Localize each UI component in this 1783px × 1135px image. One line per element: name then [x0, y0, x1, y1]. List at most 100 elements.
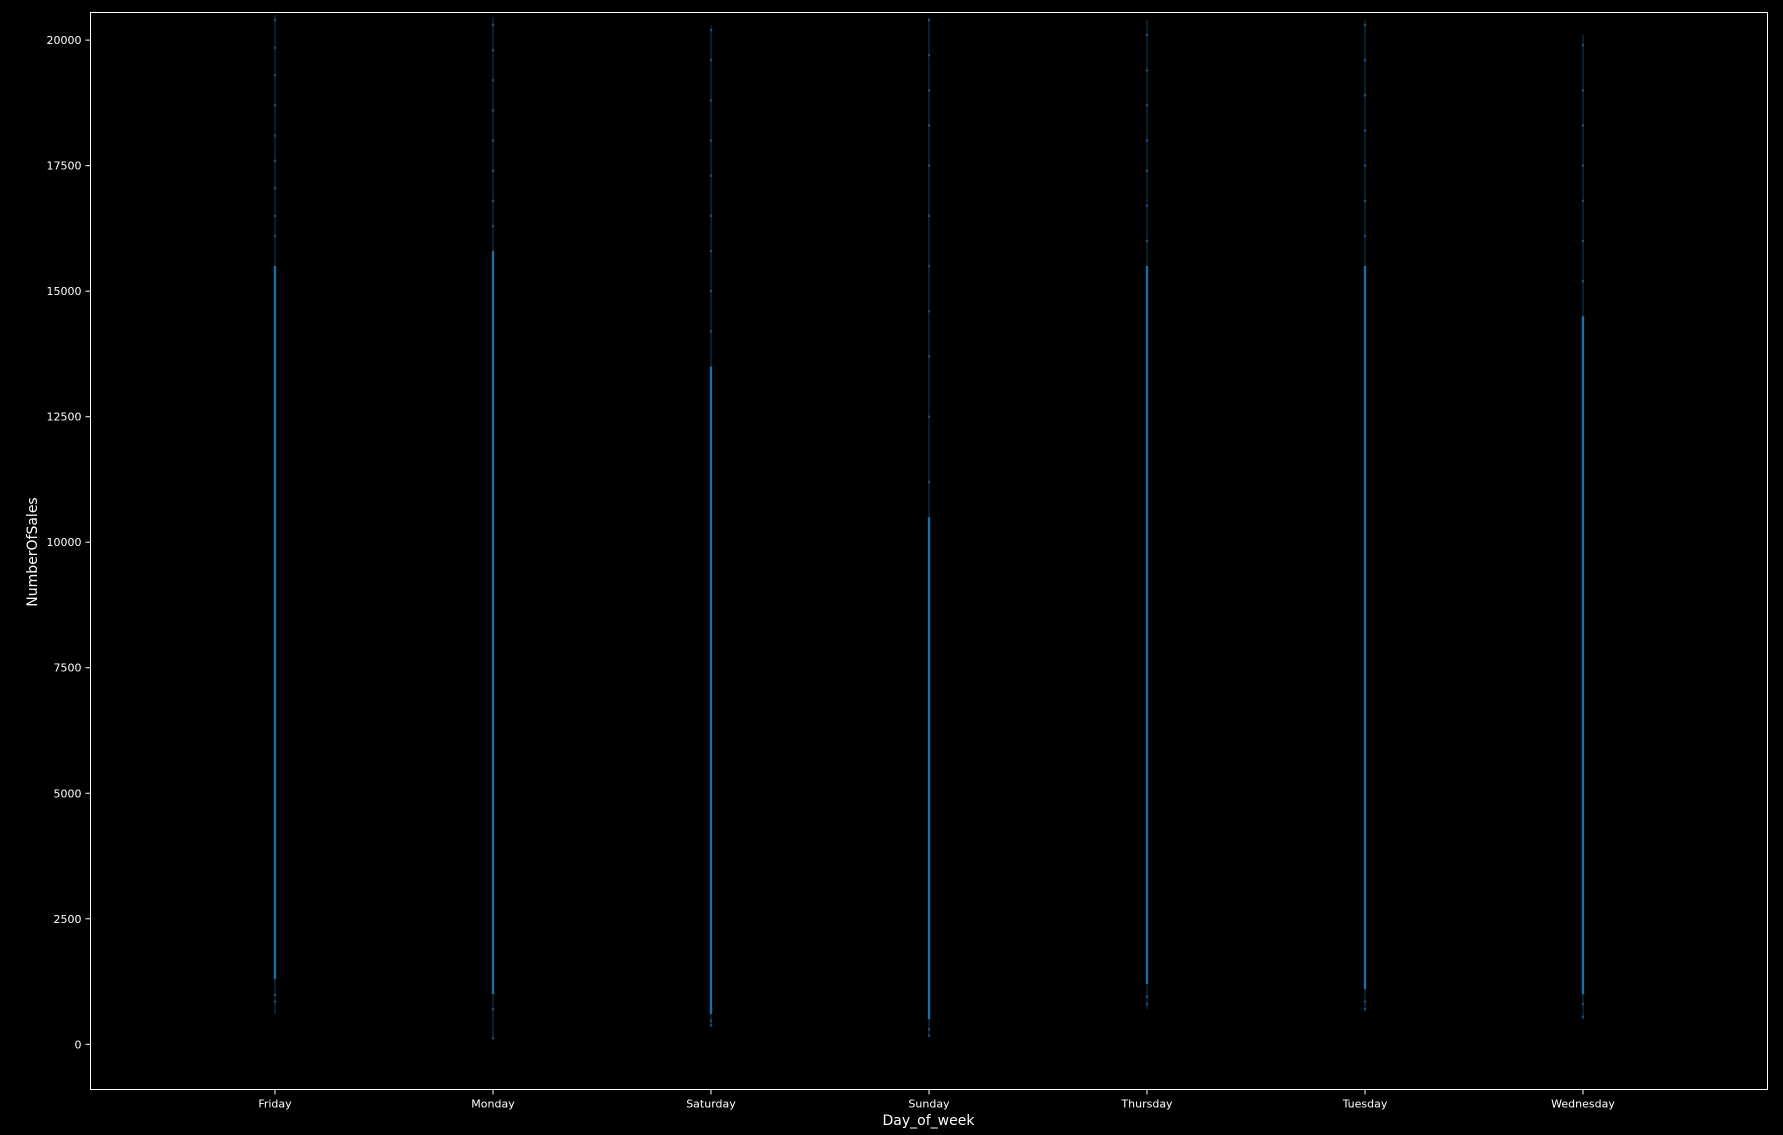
scatter-point [709, 289, 713, 293]
scatter-point [1363, 164, 1367, 167]
scatter-point [1581, 279, 1585, 283]
scatter-point [709, 174, 713, 177]
scatter-point [1363, 23, 1367, 27]
scatter-point [709, 330, 713, 333]
point-column-tuesday [1363, 20, 1367, 1012]
scatter-point [709, 214, 713, 218]
point-column-wednesday [1581, 35, 1585, 1020]
x-axis-label: Day_of_week [883, 1113, 976, 1129]
scatter-point [927, 89, 931, 92]
scatter-point [1145, 239, 1149, 243]
scatter-point [491, 109, 495, 112]
scatter-point [927, 164, 931, 167]
y-tick-label: 10000 [47, 536, 82, 549]
scatter-point [709, 58, 713, 62]
scatter-point [927, 309, 931, 313]
x-tick-label: Thursday [1120, 1098, 1173, 1111]
scatter-point [273, 18, 277, 22]
scatter-point [1145, 68, 1149, 72]
point-column-monday [491, 17, 495, 1040]
scatter-point [709, 28, 713, 32]
scatter-point [927, 18, 931, 22]
scatter-point [1363, 94, 1367, 97]
scatter-point [709, 1023, 713, 1027]
scatter-point [1581, 89, 1585, 92]
scatter-point [491, 199, 495, 203]
scatter-point [273, 134, 277, 137]
scatter-point [1145, 139, 1149, 142]
scatter-point [1363, 1007, 1367, 1011]
scatter-point [1581, 239, 1585, 243]
scatter-point [1363, 58, 1367, 62]
scatter-point [273, 159, 277, 162]
y-tick-label: 20000 [47, 34, 82, 47]
scatter-point [491, 48, 495, 52]
scatter-point [491, 78, 495, 82]
scatter-point [927, 124, 931, 127]
scatter-point [1581, 1015, 1585, 1018]
scatter-point [273, 186, 277, 190]
y-tick-label: 2500 [54, 913, 82, 926]
point-column-sunday [927, 17, 931, 1038]
scatter-point [927, 53, 931, 57]
y-tick-label: 5000 [54, 787, 82, 800]
scatter-point [927, 415, 931, 418]
scatter-point [1581, 124, 1585, 127]
scatter-point [1363, 234, 1367, 238]
scatter-point [927, 214, 931, 218]
scatter-point [1145, 995, 1149, 998]
scatter-point [491, 169, 495, 172]
scatter-point [1363, 199, 1367, 203]
scatter-point [491, 224, 495, 228]
x-tick-label: Monday [471, 1098, 515, 1111]
x-tick-label: Wednesday [1551, 1098, 1615, 1111]
scatter-point [1145, 169, 1149, 172]
point-column-saturday [709, 25, 713, 1027]
y-tick-label: 15000 [47, 285, 82, 298]
scatter-point [491, 1007, 495, 1011]
x-tick-label: Saturday [686, 1098, 736, 1111]
scatter-point [709, 99, 713, 102]
x-axis: Friday Monday Saturday Sunday Thursday Tuesda… [258, 1089, 1615, 1111]
scatter-point [491, 139, 495, 142]
scatter-point [1363, 129, 1367, 132]
y-tick-label: 17500 [47, 160, 82, 173]
plot-points [273, 15, 1585, 1040]
scatter-point [1581, 199, 1585, 203]
scatter-point [1581, 164, 1585, 167]
scatter-point [709, 1019, 713, 1023]
scatter-point [927, 264, 931, 268]
scatter-point [1581, 1002, 1585, 1006]
y-tick-label: 7500 [54, 662, 82, 675]
point-column-thursday [1145, 20, 1149, 1010]
scatter-point [1145, 1002, 1149, 1006]
scatter-point [709, 249, 713, 253]
y-tick-label: 12500 [47, 411, 82, 424]
scatter-point [927, 1034, 931, 1038]
scatter-point [491, 1036, 495, 1040]
x-tick-label: Tuesday [1342, 1098, 1388, 1111]
y-tick-label: 0 [75, 1038, 82, 1051]
scatter-point [491, 23, 495, 27]
y-axis: 0 2500 5000 7500 10000 12500 15000 17500 20000 [47, 34, 91, 1051]
y-axis-label: NumberOfSales [25, 497, 41, 606]
scatter-point [273, 46, 277, 49]
scatter-point [1145, 33, 1149, 37]
x-tick-label: Friday [258, 1098, 292, 1111]
scatter-point [709, 139, 713, 142]
x-tick-label: Sunday [908, 1098, 950, 1111]
scatter-point [1145, 204, 1149, 208]
scatter-point [1145, 104, 1149, 107]
scatter-point [273, 73, 277, 77]
scatter-point [1581, 43, 1585, 47]
scatter-point [927, 1027, 931, 1031]
scatter-point [927, 480, 931, 484]
scatter-point [273, 104, 277, 107]
scatter-point [273, 214, 277, 218]
scatter-point [1363, 1000, 1367, 1003]
scatter-point [273, 1000, 277, 1003]
scatter-point [273, 234, 277, 238]
point-column-friday [273, 15, 277, 1015]
